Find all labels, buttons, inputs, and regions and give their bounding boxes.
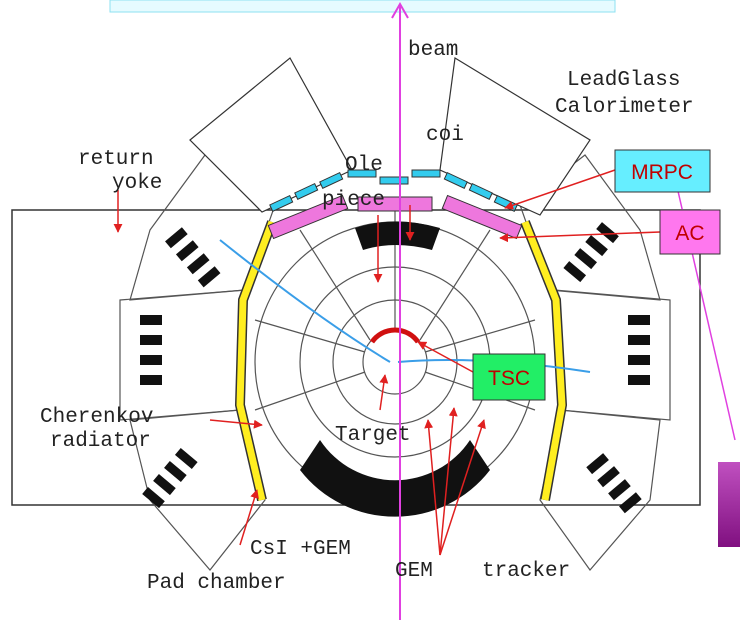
side-box <box>718 462 740 547</box>
label: Target <box>335 424 411 447</box>
label: radiator <box>50 430 151 453</box>
detector-diagram: beam LeadGlass Calorimeter coi Ole piece… <box>0 0 740 625</box>
label: Ole <box>345 154 383 177</box>
label: return <box>78 148 154 171</box>
callout: TSC <box>488 367 530 390</box>
label: yoke <box>112 172 162 195</box>
label: piece <box>322 189 385 212</box>
callout: AC <box>675 222 704 245</box>
pole-top <box>355 222 440 251</box>
label: Calorimeter <box>555 96 694 119</box>
label: LeadGlass <box>567 69 680 92</box>
callout: MRPC <box>631 161 693 184</box>
label: CsI +GEM <box>250 538 351 561</box>
label: Cherenkov <box>40 406 153 429</box>
frame <box>555 290 670 420</box>
label: Pad chamber <box>147 572 286 595</box>
top-box <box>110 0 615 12</box>
label: GEM <box>395 560 433 583</box>
label: beam <box>408 39 458 62</box>
frame <box>120 290 245 420</box>
label: coi <box>426 124 464 147</box>
tracker-rings <box>255 200 535 502</box>
label: tracker <box>482 560 570 583</box>
tsc-arc <box>372 330 418 342</box>
layout <box>12 0 740 620</box>
